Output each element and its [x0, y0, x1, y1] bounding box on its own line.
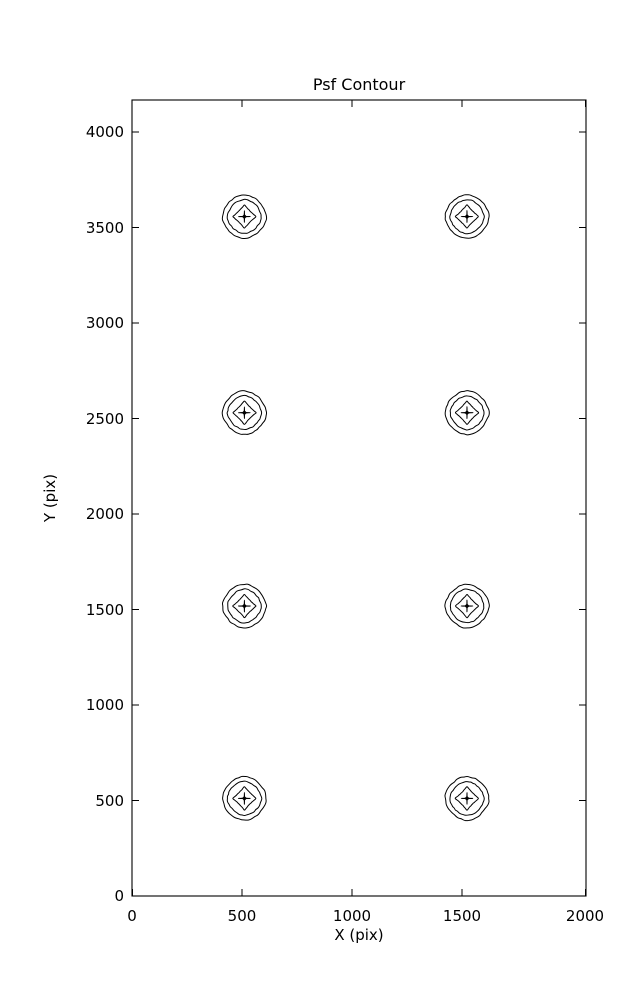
contour-level-3 — [232, 204, 257, 229]
contour-level-1 — [221, 194, 268, 239]
psf-contour-blob — [444, 194, 490, 239]
contour-level-6 — [464, 796, 470, 801]
contour-level-3 — [454, 786, 479, 811]
contour-level-3 — [232, 400, 257, 425]
contour-level-6 — [464, 410, 470, 416]
y-tick-label-5: 2500 — [86, 410, 124, 428]
contour-level-1 — [444, 194, 490, 239]
contour-level-3 — [454, 204, 479, 229]
contour-level-3 — [454, 400, 480, 425]
contour-level-1 — [444, 775, 490, 822]
contour-layer — [221, 194, 490, 822]
psf-contour-blob — [444, 583, 490, 629]
chart-title: Psf Contour — [313, 75, 406, 94]
contour-level-1 — [221, 583, 268, 629]
contour-level-1 — [444, 390, 490, 436]
psf-contour-blob — [221, 390, 268, 435]
contour-level-1 — [444, 583, 490, 629]
contour-level-2 — [226, 394, 263, 431]
y-tick-label-2: 1000 — [86, 696, 124, 714]
contour-level-3 — [232, 786, 257, 811]
y-tick-label-7: 3500 — [86, 219, 124, 237]
x-tick-label-0: 0 — [127, 907, 137, 925]
x-tick-label-1: 500 — [228, 907, 257, 925]
plot-area-background — [132, 100, 586, 896]
contour-level-6 — [242, 214, 247, 219]
contour-level-6 — [464, 214, 470, 219]
axes-frame — [131, 99, 587, 897]
psf-contour-blob — [444, 775, 490, 822]
contour-level-2 — [449, 588, 485, 624]
contour-level-6 — [464, 603, 470, 609]
psf-contour-blob — [221, 194, 268, 239]
y-tick-marks — [132, 131, 139, 897]
contour-level-1 — [222, 775, 267, 821]
y-tick-label-0: 0 — [114, 887, 124, 905]
psf-contour-blob — [222, 775, 267, 821]
contour-level-6 — [242, 410, 247, 416]
y-axis-label: Y (pix) — [41, 474, 59, 523]
x-tick-label-4: 2000 — [566, 907, 604, 925]
psf-contour-blob — [221, 583, 268, 629]
contour-level-2 — [226, 780, 263, 817]
y-tick-labels: 0 500 1000 1500 2000 2500 3000 3500 4000 — [86, 123, 124, 905]
contour-level-2 — [449, 781, 485, 816]
contour-level-6 — [242, 796, 247, 801]
x-axis-label: X (pix) — [334, 926, 383, 944]
contour-level-3 — [232, 593, 257, 619]
contour-level-2 — [449, 395, 485, 431]
y-tick-label-6: 3000 — [86, 314, 124, 332]
y-tick-label-1: 500 — [95, 792, 124, 810]
contour-level-3 — [455, 593, 479, 619]
psf-contour-blob — [444, 390, 490, 436]
contour-level-2 — [226, 198, 262, 234]
y-tick-marks-right — [579, 131, 586, 801]
contour-level-2 — [227, 588, 262, 624]
x-tick-label-2: 1000 — [333, 907, 371, 925]
y-tick-label-3: 1500 — [86, 601, 124, 619]
x-tick-labels: 0 500 1000 1500 2000 — [127, 907, 604, 925]
y-tick-label-8: 4000 — [86, 123, 124, 141]
contour-level-2 — [449, 199, 485, 235]
y-tick-label-4: 2000 — [86, 505, 124, 523]
contour-level-6 — [242, 603, 247, 609]
contour-level-1 — [221, 390, 268, 435]
x-tick-label-3: 1500 — [443, 907, 481, 925]
x-tick-marks — [132, 889, 586, 896]
x-tick-marks-top — [241, 100, 586, 107]
